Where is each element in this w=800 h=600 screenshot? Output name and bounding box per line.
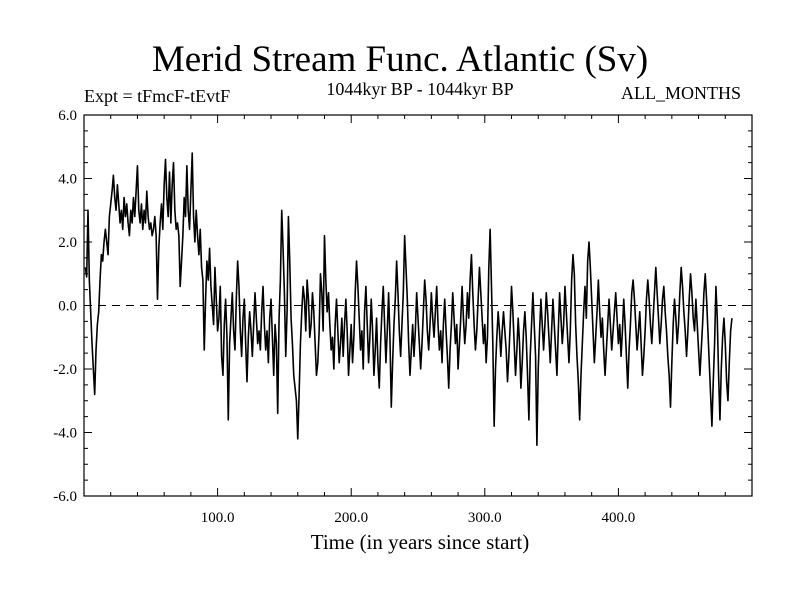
data-layer — [84, 152, 733, 447]
y-tick-label: 6.0 — [58, 108, 77, 124]
chart-title: Merid Stream Func. Atlantic (Sv) — [151, 39, 649, 80]
experiment-label: Expt = tFmcF-tEvtF — [84, 86, 231, 106]
y-tick-label: -4.0 — [53, 426, 77, 442]
tick-layer: -6.0 -4.0 -2.0 0.0 2.0 4.0 6.0 100.0 200.0 300.0 4… — [53, 108, 752, 526]
months-label: ALL_MONTHS — [621, 83, 741, 103]
x-tick-label: 400.0 — [602, 510, 636, 526]
x-tick-label: 200.0 — [334, 510, 368, 526]
x-tick-label: 300.0 — [468, 510, 502, 526]
period-label: 1044kyr BP - 1044kyr BP — [326, 79, 514, 99]
y-tick-label: -2.0 — [53, 362, 77, 378]
series-line — [84, 152, 733, 447]
y-tick-label: -6.0 — [53, 489, 77, 505]
y-tick-label: 2.0 — [58, 235, 77, 251]
x-axis-label: Time (in years since start) — [310, 530, 530, 554]
y-tick-label: 4.0 — [58, 172, 77, 188]
y-tick-label: 0.0 — [58, 299, 77, 315]
x-tick-label: 100.0 — [201, 510, 235, 526]
